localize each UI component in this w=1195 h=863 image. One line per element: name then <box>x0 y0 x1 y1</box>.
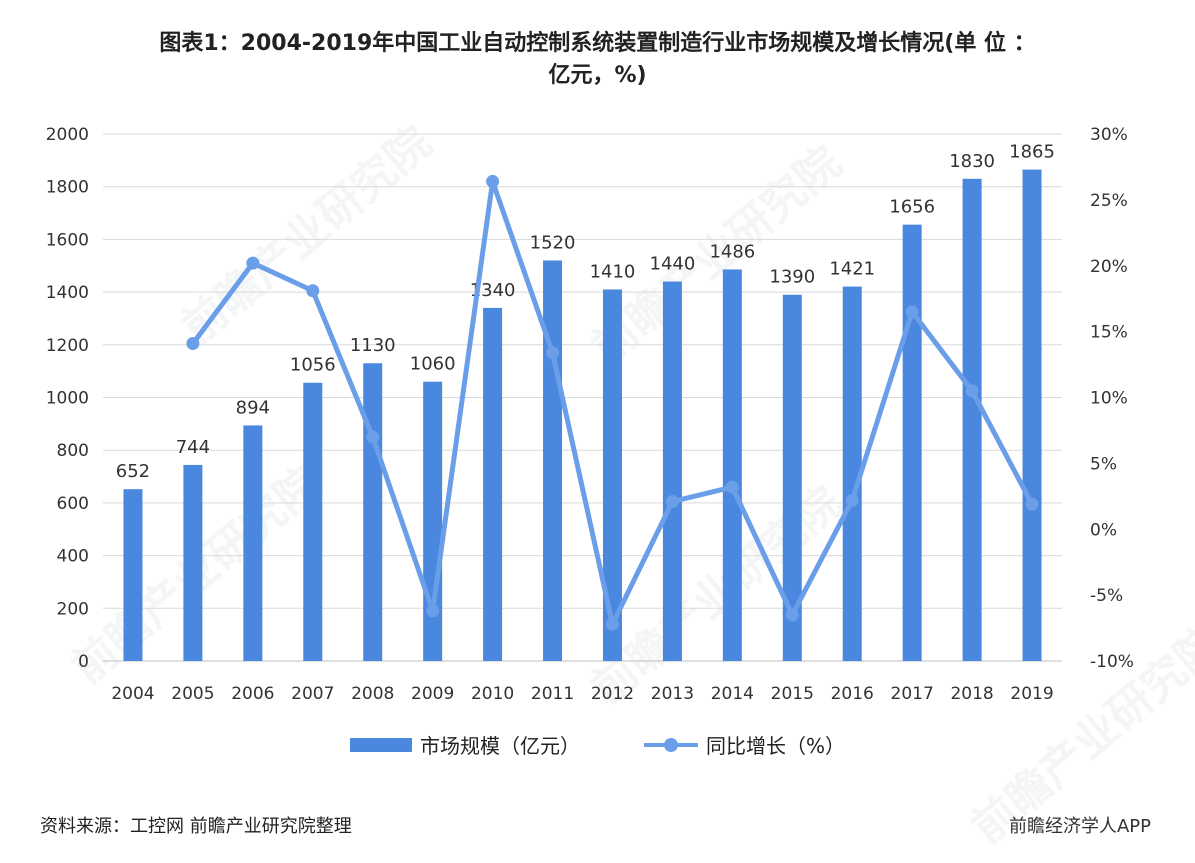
bar <box>483 307 503 661</box>
y-left-tick-label: 1400 <box>46 283 89 303</box>
bar <box>363 363 383 661</box>
bar <box>303 382 323 661</box>
x-tick-label: 2006 <box>231 684 274 704</box>
x-tick-label: 2019 <box>1010 684 1053 704</box>
x-tick-label: 2014 <box>711 684 754 704</box>
x-tick-label: 2011 <box>531 684 574 704</box>
bar-value-label: 1056 <box>290 355 336 376</box>
y-right-tick-label: 30% <box>1090 125 1128 145</box>
y-left-tick-label: 1800 <box>46 178 89 198</box>
legend: 市场规模（亿元） 同比增长（%） <box>0 730 1195 759</box>
x-tick-label: 2013 <box>651 684 694 704</box>
y-right-tick-label: 0% <box>1090 520 1117 540</box>
growth-point <box>725 480 739 494</box>
x-tick-label: 2012 <box>591 684 634 704</box>
growth-point <box>486 174 500 188</box>
bar-value-label: 894 <box>236 397 270 418</box>
y-left-tick-label: 0 <box>78 652 89 672</box>
x-tick-label: 2010 <box>471 684 514 704</box>
growth-point <box>665 495 679 509</box>
x-tick-label: 2009 <box>411 684 454 704</box>
legend-item-market-size: 市场规模（亿元） <box>349 730 580 759</box>
bar <box>902 224 922 662</box>
bar <box>662 281 682 661</box>
bar-value-label: 1486 <box>709 241 755 262</box>
y-left-tick-label: 200 <box>57 599 89 619</box>
bar-value-label: 1390 <box>769 267 815 288</box>
y-right-tick-label: 20% <box>1090 257 1128 277</box>
legend-label-market-size: 市场规模（亿元） <box>419 734 580 758</box>
bar-value-label: 1421 <box>829 259 875 280</box>
y-left-tick-label: 2000 <box>46 125 89 145</box>
legend-line-swatch <box>643 737 698 752</box>
x-tick-label: 2008 <box>351 684 394 704</box>
growth-point <box>186 336 200 350</box>
growth-point <box>1025 497 1039 511</box>
y-right-tick-label: 15% <box>1090 323 1128 343</box>
y-right-tick-label: -5% <box>1090 586 1123 606</box>
bar-value-label: 1656 <box>889 197 935 218</box>
growth-point <box>366 430 380 444</box>
growth-point <box>246 256 260 270</box>
y-left-tick-label: 800 <box>57 441 89 461</box>
y-right-tick-label: -10% <box>1090 652 1134 672</box>
growth-point <box>546 346 560 360</box>
bar <box>543 260 563 661</box>
x-tick-label: 2017 <box>891 684 934 704</box>
x-tick-label: 2018 <box>950 684 993 704</box>
x-tick-label: 2007 <box>291 684 334 704</box>
chart-plot: 0 200 400 600 800 1000 1200 1400 1600 1800 2000 -10… <box>46 125 1134 704</box>
brand-label: 前瞻经济学人APP <box>1008 816 1151 837</box>
legend-item-growth: 同比增长（%） <box>643 730 845 759</box>
y-left-tick-label: 1000 <box>46 389 89 409</box>
bar-value-label: 652 <box>116 461 150 482</box>
bar-value-label: 1865 <box>1009 142 1055 163</box>
bar-value-label: 1060 <box>410 354 456 375</box>
legend-label-growth: 同比增长（%） <box>705 734 845 758</box>
y-right-tick-label: 10% <box>1090 389 1128 409</box>
chart-title-line2: 亿元，%) <box>548 63 647 88</box>
bar-value-label: 1410 <box>590 261 636 282</box>
bar <box>842 286 862 661</box>
bar-value-label: 1340 <box>470 280 516 301</box>
bar <box>123 489 143 661</box>
bar <box>722 269 742 661</box>
y-right-tick-label: 5% <box>1090 454 1117 474</box>
bar <box>962 178 982 662</box>
growth-point <box>306 284 320 298</box>
growth-point <box>845 493 859 507</box>
growth-point <box>965 384 979 398</box>
bar-value-label: 1520 <box>530 232 576 253</box>
bar <box>423 381 443 661</box>
x-tick-label: 2015 <box>771 684 814 704</box>
chart-title-line1: 图表1：2004-2019年中国工业自动控制系统装置制造行业市场规模及增长情况(… <box>159 31 1036 56</box>
x-tick-label: 2004 <box>111 684 154 704</box>
x-tick-label: 2016 <box>831 684 874 704</box>
growth-point <box>605 617 619 631</box>
bar <box>782 294 802 661</box>
growth-point <box>905 305 919 319</box>
y-left-tick-label: 400 <box>57 547 89 567</box>
bar <box>602 289 622 661</box>
y-left-tick-label: 1200 <box>46 336 89 356</box>
bar <box>1022 169 1042 661</box>
chart-title: 图表1：2004-2019年中国工业自动控制系统装置制造行业市场规模及增长情况(… <box>40 28 1155 92</box>
x-tick-label: 2005 <box>171 684 214 704</box>
legend-bar-swatch <box>349 737 412 752</box>
bar-value-label: 744 <box>176 437 210 458</box>
growth-point <box>426 604 440 618</box>
bar <box>183 464 203 661</box>
y-left-tick-label: 600 <box>57 494 89 514</box>
bar <box>243 425 263 661</box>
growth-point <box>785 608 799 622</box>
bar-value-label: 1130 <box>350 335 396 356</box>
y-left-tick-label: 1600 <box>46 230 89 250</box>
bar-value-label: 1440 <box>650 254 696 275</box>
y-right-tick-label: 25% <box>1090 191 1128 211</box>
source-note: 资料来源：工控网 前瞻产业研究院整理 <box>40 816 352 837</box>
bar-value-label: 1830 <box>949 151 995 172</box>
